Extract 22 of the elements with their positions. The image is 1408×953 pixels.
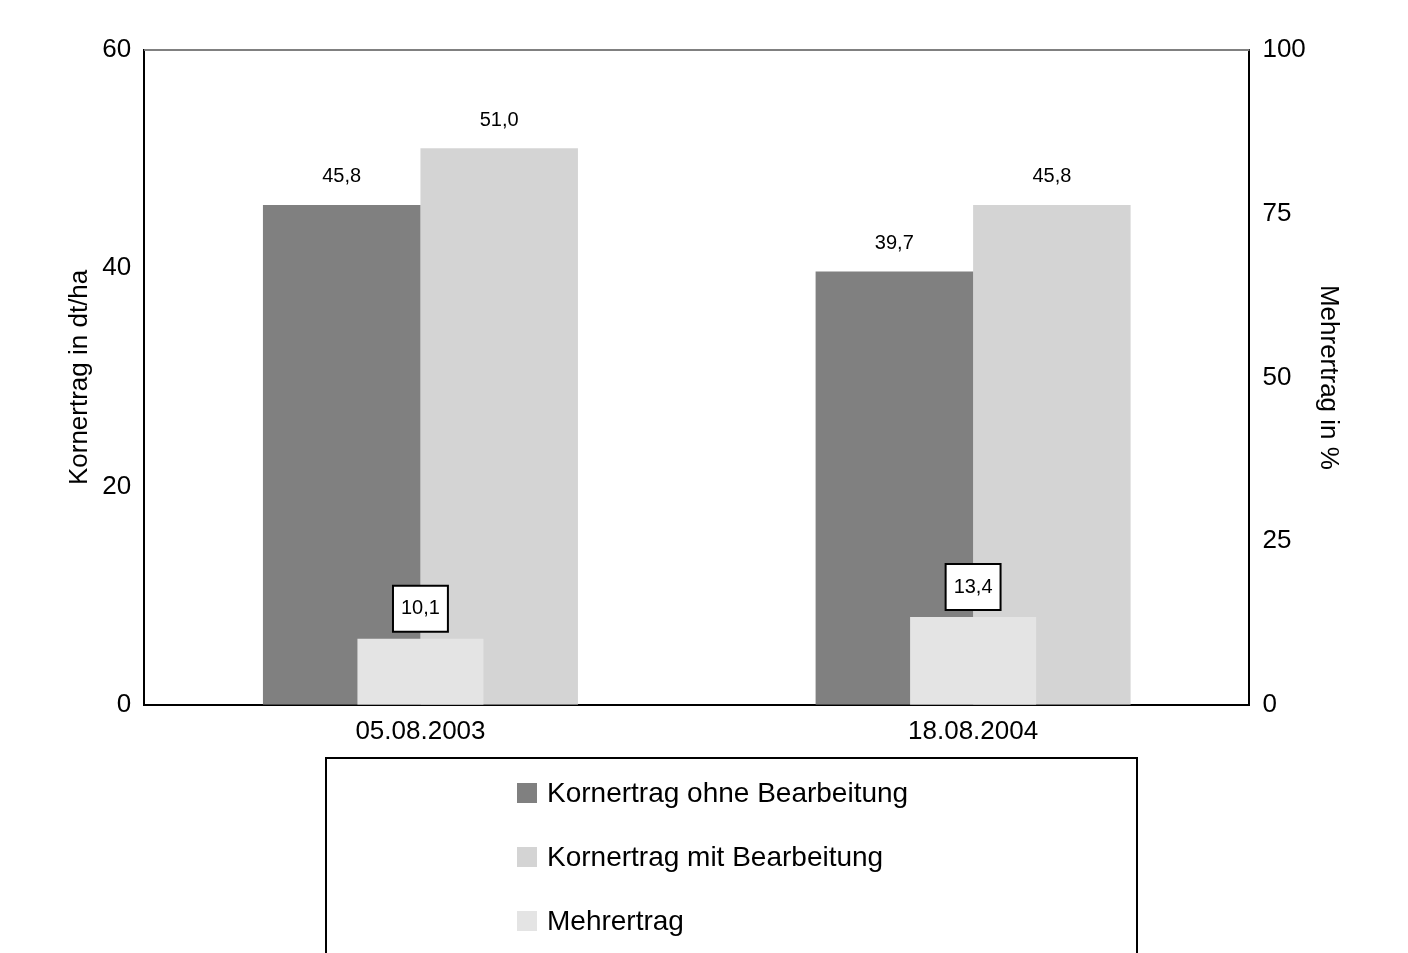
y2-tick-label: 0 bbox=[1262, 687, 1277, 718]
x-tick-label: 18.08.2004 bbox=[908, 714, 1039, 745]
y2-tick-label: 25 bbox=[1262, 524, 1292, 555]
y-tick-label: 60 bbox=[102, 33, 132, 64]
y-tick-label: 0 bbox=[116, 687, 132, 718]
y2-axis-title: Mehrertrag in % bbox=[1315, 284, 1346, 470]
legend-label: Kornertrag mit Bearbeitung bbox=[547, 841, 884, 873]
data-label: 51,0 bbox=[479, 107, 519, 130]
y-tick-label: 40 bbox=[102, 251, 132, 282]
data-label: 39,7 bbox=[874, 231, 914, 254]
data-label: 45,8 bbox=[1032, 164, 1072, 187]
x-tick-label: 05.08.2003 bbox=[355, 714, 486, 745]
y2-tick-label: 100 bbox=[1262, 33, 1306, 64]
y2-tick-label: 75 bbox=[1262, 196, 1292, 227]
y-tick-label: 20 bbox=[102, 469, 132, 500]
data-label: 45,8 bbox=[322, 164, 362, 187]
y2-tick-label: 50 bbox=[1262, 360, 1292, 391]
data-label: 13,4 bbox=[953, 574, 993, 597]
legend-label: Mehrertrag bbox=[547, 905, 684, 937]
legend-label: Kornertrag ohne Bearbeitung bbox=[547, 777, 909, 809]
y-axis-title: Kornertrag in dt/ha bbox=[62, 269, 93, 486]
data-label: 10,1 bbox=[400, 596, 440, 619]
